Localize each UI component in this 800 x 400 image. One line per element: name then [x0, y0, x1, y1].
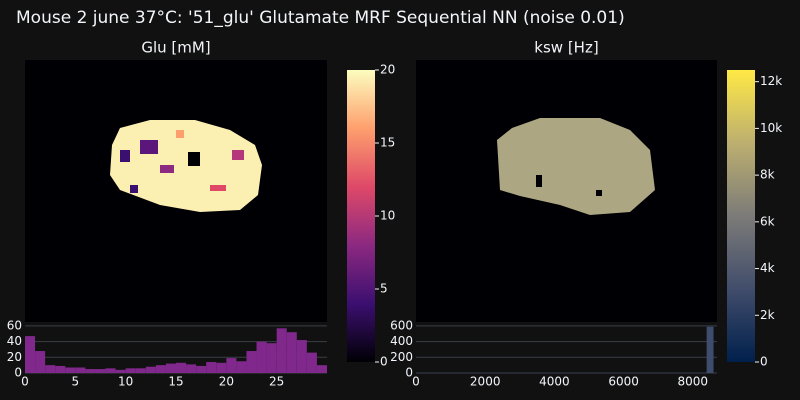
colorbar-tick-label: 2k: [760, 308, 775, 322]
subplot-title: Glu [mM]: [141, 39, 210, 57]
x-tick-label: 25: [269, 375, 284, 389]
subplot-title: ksw [Hz]: [534, 39, 598, 57]
colorbar-tick-label: 5: [380, 282, 388, 296]
colorbar-tick-label: 20: [380, 63, 395, 77]
histogram-bar: [286, 332, 297, 373]
histogram-bar: [155, 365, 166, 373]
colorbar-tick-label: 0: [760, 355, 768, 369]
histogram-bar: [296, 340, 307, 373]
histogram-bar: [216, 362, 227, 373]
colorbar-tick-label: 10: [380, 209, 395, 223]
x-tick-label: 8000: [678, 375, 709, 389]
y-tick-label: 40: [7, 334, 22, 348]
x-tick-label: 20: [219, 375, 234, 389]
histogram-bar: [105, 368, 116, 373]
histogram-bar: [706, 326, 714, 373]
histogram-bar: [145, 366, 156, 373]
y-tick-label: 600: [390, 318, 413, 332]
histogram-bar: [85, 369, 96, 373]
histogram-bar: [276, 328, 287, 373]
colorbar-tick-label: 4k: [760, 261, 775, 275]
histogram-bar: [186, 364, 197, 373]
colorbar: [727, 70, 755, 362]
y-tick-label: 20: [7, 350, 22, 364]
histogram-bar: [45, 365, 56, 373]
y-tick-label: 400: [390, 334, 413, 348]
histogram-bar: [306, 352, 317, 373]
colorbar: [347, 70, 375, 362]
y-tick-label: 0: [405, 366, 413, 380]
histogram-bar: [55, 365, 66, 373]
colorbar-tick-label: 8k: [760, 168, 775, 182]
histogram-bar: [246, 351, 257, 373]
x-tick-label: 15: [168, 375, 183, 389]
histogram-bar: [95, 369, 106, 373]
ksw-image: [497, 118, 655, 215]
y-tick-label: 0: [14, 366, 22, 380]
colorbar-tick-label: 10k: [760, 121, 782, 135]
x-tick-label: 6000: [608, 375, 639, 389]
histogram-bar: [256, 341, 267, 373]
y-tick-label: 200: [390, 350, 413, 364]
histogram-bar: [226, 358, 237, 373]
histogram-bar: [236, 361, 247, 373]
x-tick-label: 10: [118, 375, 133, 389]
colorbar-tick-label: 12k: [760, 74, 782, 88]
x-tick-label: 0: [412, 375, 420, 389]
x-tick-label: 5: [72, 375, 80, 389]
histogram-bar: [75, 367, 86, 373]
colorbar-tick-label: 0: [380, 355, 388, 369]
histogram-bar: [196, 365, 207, 373]
histogram-bar: [176, 362, 187, 373]
histogram-bar: [266, 343, 277, 373]
histogram-bar: [316, 365, 327, 373]
histogram-bar: [135, 368, 146, 373]
histogram-bar: [165, 363, 176, 373]
histogram-bar: [206, 362, 217, 373]
histogram-bar: [25, 336, 36, 373]
histogram-bar: [35, 351, 46, 373]
y-tick-label: 60: [7, 318, 22, 332]
x-tick-label: 0: [21, 375, 29, 389]
x-tick-label: 2000: [470, 375, 501, 389]
x-tick-label: 4000: [539, 375, 570, 389]
colorbar-tick-label: 15: [380, 136, 395, 150]
histogram-bar: [65, 367, 76, 373]
figure-title: Mouse 2 june 37°C: '51_glu' Glutamate MR…: [16, 8, 625, 28]
glu-image: [110, 120, 262, 212]
colorbar-tick-label: 6k: [760, 214, 775, 228]
histogram-bar: [115, 369, 126, 373]
histogram-bar: [125, 368, 136, 373]
